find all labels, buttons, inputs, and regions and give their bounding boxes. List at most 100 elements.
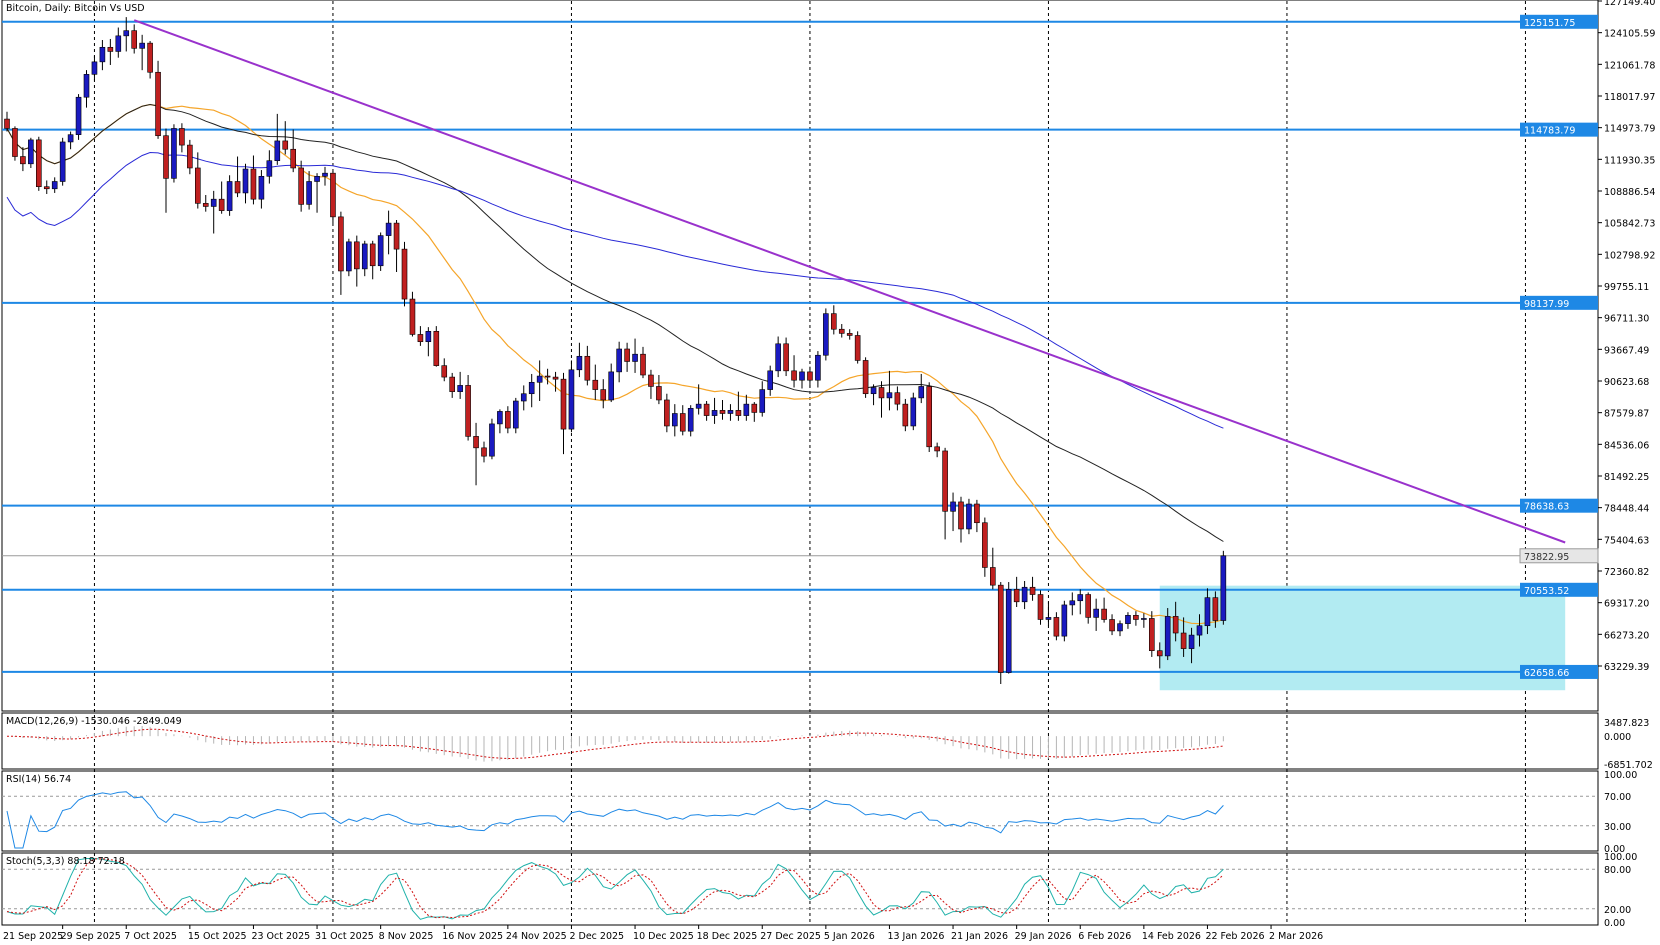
bull-candle — [377, 235, 384, 267]
bear-candle — [1013, 589, 1020, 603]
bull-candle — [695, 403, 702, 409]
bear-candle — [35, 139, 42, 187]
stoch-tick-label: 80.00 — [1604, 865, 1631, 876]
price-tick-label: 78448.44 — [1604, 504, 1649, 515]
macd-tick-label: -6851.702 — [1604, 760, 1653, 771]
price-tick-label: 87579.87 — [1604, 409, 1649, 420]
bull-candle — [385, 222, 392, 236]
bear-candle — [401, 248, 408, 300]
date-label: 13 Jan 2026 — [887, 931, 944, 942]
bull-candle — [457, 385, 463, 392]
price-tick-label: 72360.82 — [1604, 567, 1649, 578]
bull-candle — [1021, 586, 1028, 603]
bear-candle — [624, 348, 630, 362]
bull-candle — [1077, 594, 1084, 602]
price-tick-label: 111930.35 — [1604, 155, 1655, 166]
bear-candle — [982, 522, 988, 568]
bull-candle — [1196, 625, 1203, 636]
macd-tick-label: 0.000 — [1604, 732, 1631, 743]
price-tick-label: 81492.25 — [1604, 472, 1649, 483]
bull-candle — [1220, 555, 1227, 621]
bull-candle — [226, 181, 233, 211]
bear-candle — [552, 376, 559, 380]
price-tick-label: 105842.73 — [1604, 219, 1655, 230]
bear-candle — [997, 584, 1004, 673]
stoch-tick-label: 0.00 — [1604, 918, 1625, 929]
bear-candle — [862, 360, 869, 395]
bull-candle — [314, 175, 320, 182]
rsi-tick-label: 0.00 — [1604, 844, 1625, 855]
bull-candle — [1164, 616, 1171, 657]
bull-candle — [1093, 608, 1099, 618]
bear-candle — [330, 172, 336, 218]
level-price-box — [1520, 295, 1598, 310]
bear-candle — [703, 403, 710, 416]
bull-candle — [242, 168, 249, 194]
bear-candle — [989, 567, 996, 586]
bear-candle — [409, 298, 416, 335]
bull-candle — [520, 393, 527, 402]
ma20-line — [6, 103, 1224, 625]
bull-candle — [51, 181, 58, 190]
price-tick-label: 96711.30 — [1604, 314, 1649, 325]
bear-candle — [131, 30, 137, 49]
horizontal-levels: 125151.75 114783.79 98137.99 78638.63 70553.… — [2, 14, 1599, 679]
bull-candle — [258, 175, 265, 200]
bear-candle — [481, 447, 487, 457]
date-label: 24 Nov 2025 — [506, 931, 567, 942]
bear-candle — [648, 374, 654, 387]
bull-candle — [950, 501, 956, 512]
price-tick-label: 75404.63 — [1604, 535, 1649, 546]
bull-candle — [1045, 617, 1052, 620]
bull-candle — [274, 140, 281, 161]
price-tick-label: 114973.79 — [1604, 124, 1655, 135]
bear-candle — [830, 313, 837, 330]
bull-candle — [1141, 618, 1147, 620]
bear-candle — [783, 343, 789, 372]
macd-pane — [1, 712, 1599, 770]
bull-candle — [671, 413, 678, 427]
stoch-tick-label: 100.00 — [1604, 852, 1637, 863]
ma200-line — [6, 151, 1224, 429]
bear-candle — [433, 331, 440, 366]
price-tick-label: 99755.11 — [1604, 282, 1649, 293]
bear-candle — [4, 118, 10, 129]
bear-candle — [250, 168, 257, 200]
price-tick-label: 69317.20 — [1604, 599, 1649, 610]
bull-candle — [210, 198, 217, 207]
indicator-lines: 3487.8230.000-6851.702100.0070.0030.000.… — [2, 718, 1653, 929]
bear-candle — [791, 370, 797, 381]
bear-candle — [1085, 594, 1091, 618]
bear-candle — [942, 450, 948, 512]
bull-candle — [171, 128, 177, 179]
bear-candle — [473, 436, 479, 449]
level-price-box — [1520, 498, 1598, 513]
bear-candle — [441, 365, 448, 378]
bear-candle — [664, 399, 670, 427]
level-price-label: 78638.63 — [1524, 502, 1569, 513]
stoch-pane — [1, 852, 1599, 926]
bull-candle — [1204, 597, 1211, 627]
bull-candle — [616, 348, 622, 373]
bear-candle — [894, 392, 901, 405]
bear-candle — [807, 371, 813, 381]
date-label: 2 Mar 2026 — [1269, 931, 1323, 942]
stoch-d-line — [6, 858, 1224, 919]
rsi-tick-label: 30.00 — [1604, 822, 1631, 833]
bear-candle — [353, 241, 360, 270]
price-tick-label: 63229.39 — [1604, 662, 1649, 673]
bear-candle — [282, 140, 289, 150]
bear-candle — [1149, 618, 1155, 651]
bear-candle — [449, 376, 456, 392]
date-label: 29 Sep 2025 — [61, 931, 121, 942]
bear-candle — [878, 387, 885, 399]
bull-candle — [91, 61, 98, 75]
rsi-label: RSI(14) 56.74 — [6, 774, 71, 785]
bull-candle — [306, 181, 312, 205]
bear-candle — [934, 446, 940, 452]
bear-candle — [544, 375, 551, 378]
bull-candle — [886, 392, 893, 399]
candlesticks — [4, 17, 1227, 684]
bull-candle — [608, 371, 615, 401]
